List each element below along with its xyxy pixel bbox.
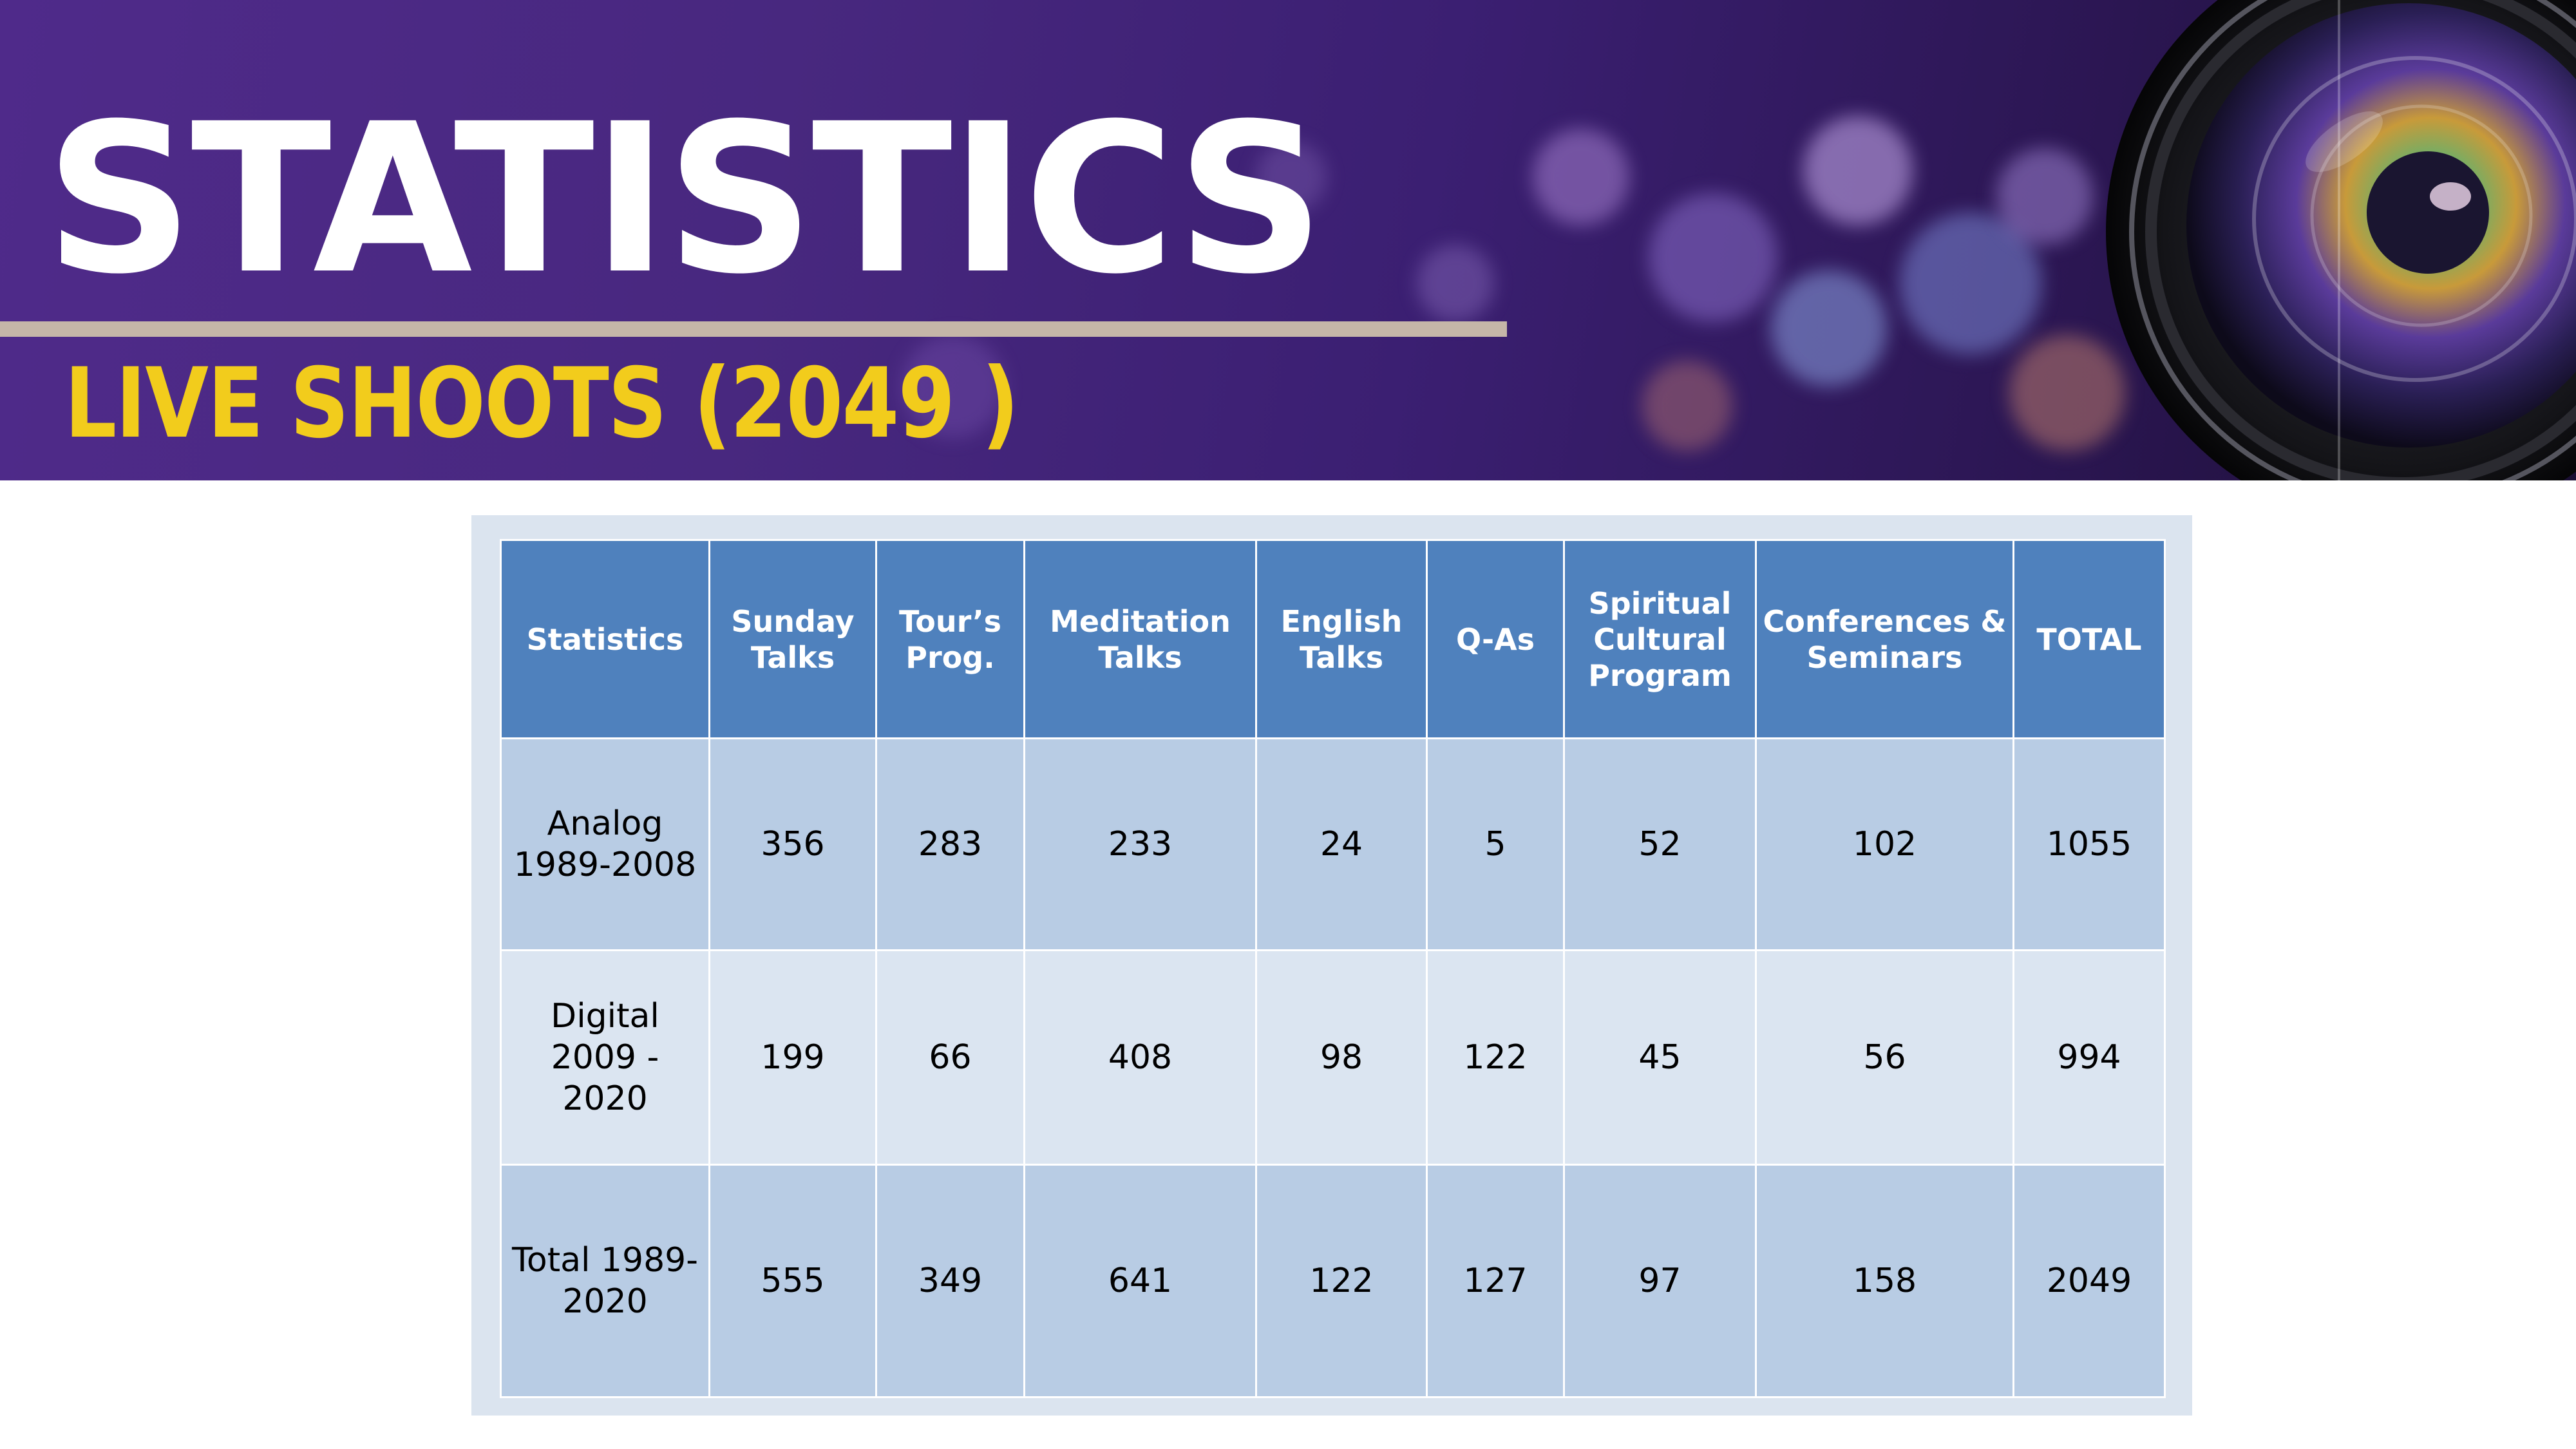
table-cell: 122 [1426,949,1565,1166]
table-cell: 408 [1023,949,1257,1166]
table-cell: 349 [875,1164,1025,1398]
title-divider [0,321,1507,337]
table-row: Digital 2009 - 2020 199 66 408 98 122 45… [500,949,2166,1166]
table-cell: 356 [708,737,877,951]
page-subtitle: LIVE SHOOTS (2049 ) [64,348,1019,460]
table-cell: 158 [1755,1164,2014,1398]
table-cell: 127 [1426,1164,1565,1398]
bokeh-light [1996,148,2093,245]
header-cell: Tour’s Prog. [875,539,1025,739]
lens-glare-line [2338,0,2340,480]
table-cell: 199 [708,949,877,1166]
total-cell: 994 [2012,949,2166,1166]
camera-lens-icon [2099,0,2576,480]
table-cell: 45 [1563,949,1757,1166]
header-cell: Statistics [500,539,710,739]
header-cell: English Talks [1255,539,1428,739]
table-cell: 102 [1755,737,2014,951]
bokeh-light [1533,129,1629,225]
header-cell: Meditation Talks [1023,539,1257,739]
row-label-cell: Total 1989-2020 [500,1164,710,1398]
bokeh-light [1256,142,1327,213]
bokeh-light [1417,245,1494,322]
statistics-table: Statistics Sunday Talks Tour’s Prog. Med… [500,539,2166,1398]
bokeh-light [1649,193,1777,322]
table-cell: 66 [875,949,1025,1166]
table-cell: 24 [1255,737,1428,951]
row-label-cell: Analog 1989-2008 [500,737,710,951]
table-cell: 52 [1563,737,1757,951]
table-cell: 122 [1255,1164,1428,1398]
header-cell: Conferences & Seminars [1755,539,2014,739]
table-row: Analog 1989-2008 356 283 233 24 5 52 102… [500,737,2166,951]
table-cell: 98 [1255,949,1428,1166]
bokeh-light [1771,270,1887,386]
table-cell: 5 [1426,737,1565,951]
row-label-cell: Digital 2009 - 2020 [500,949,710,1166]
bokeh-light [902,335,1005,438]
table-header-row: Statistics Sunday Talks Tour’s Prog. Med… [500,539,2166,739]
bokeh-light [1642,361,1732,451]
table-cell: 555 [708,1164,877,1398]
total-cell: 2049 [2012,1164,2166,1398]
bokeh-light [1900,213,2041,354]
page-title: STATISTICS [45,80,1325,319]
table-row: Total 1989-2020 555 349 641 122 127 97 1… [500,1164,2166,1398]
bokeh-light [2009,335,2125,451]
header-cell: Spiritual Cultural Program [1563,539,1757,739]
table-cell: 283 [875,737,1025,951]
header-cell: Q-As [1426,539,1565,739]
table-cell: 641 [1023,1164,1257,1398]
table-cell: 97 [1563,1164,1757,1398]
header-banner: STATISTICS LIVE SHOOTS (2049 ) [0,0,2576,480]
header-cell: Sunday Talks [708,539,877,739]
total-cell: 1055 [2012,737,2166,951]
table-cell: 233 [1023,737,1257,951]
bokeh-light [1803,116,1913,225]
header-cell: TOTAL [2012,539,2166,739]
table-cell: 56 [1755,949,2014,1166]
